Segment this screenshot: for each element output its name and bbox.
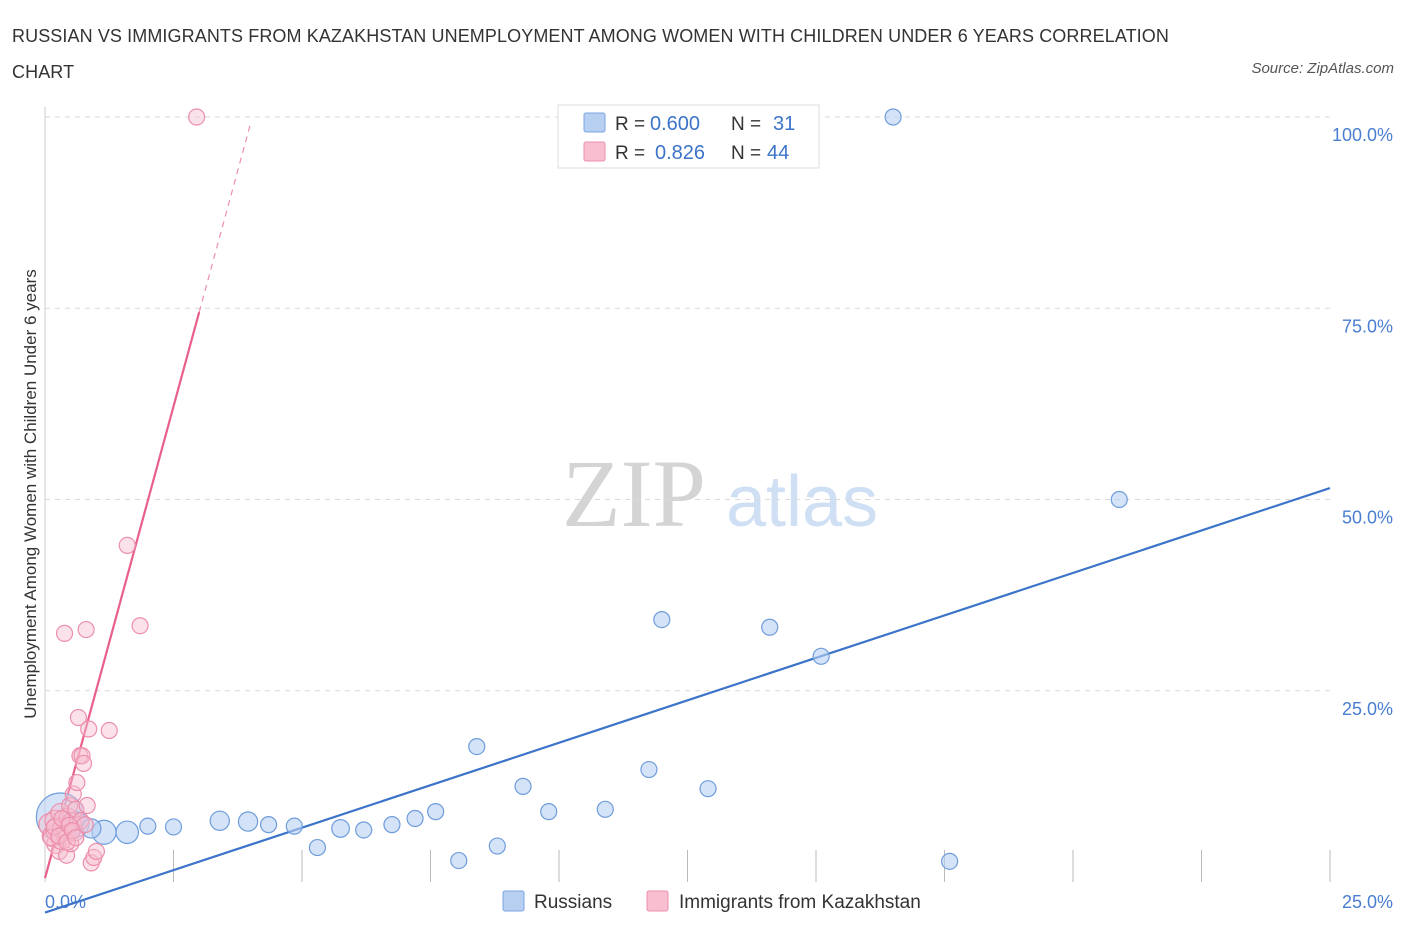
legend-label-russians: Russians <box>534 892 612 913</box>
stats-n-value-2: 44 <box>767 142 789 164</box>
point-kazakhstan <box>69 708 88 727</box>
y-tick-label: 50.0% <box>1342 508 1393 528</box>
point-kazakhstan <box>55 624 74 642</box>
point-russians <box>450 851 468 870</box>
point-russians <box>115 820 140 845</box>
point-russians <box>355 821 373 839</box>
point-russians <box>540 803 558 821</box>
legend-swatch-russians <box>502 890 525 912</box>
point-kazakhstan <box>100 721 118 740</box>
point-russians <box>812 647 830 665</box>
point-russians <box>514 777 532 795</box>
stats-r-value-1: 0.600 <box>650 113 700 135</box>
stats-r-label-1: R = <box>615 114 645 135</box>
point-russians <box>406 809 424 828</box>
point-russians <box>139 817 157 835</box>
point-russians <box>1110 490 1128 509</box>
point-russians <box>488 837 506 855</box>
x-tick-label: 0.0% <box>45 892 86 912</box>
point-kazakhstan <box>74 754 93 773</box>
point-kazakhstan <box>131 617 149 635</box>
chart-title: RUSSIAN VS IMMIGRANTS FROM KAZAKHSTAN UN… <box>12 26 1169 82</box>
point-kazakhstan <box>78 796 96 815</box>
point-russians <box>285 817 303 835</box>
point-russians <box>383 816 401 834</box>
point-kazakhstan <box>53 809 71 828</box>
point-russians <box>237 811 259 832</box>
point-russians <box>884 108 902 126</box>
point-russians <box>308 838 327 857</box>
x-tick-label: 25.0% <box>1342 892 1393 912</box>
y-tick-label: 100.0% <box>1332 125 1393 145</box>
point-kazakhstan <box>77 620 95 639</box>
gridlines <box>45 116 1330 692</box>
point-kazakhstan <box>118 536 136 555</box>
point-kazakhstan <box>68 773 86 792</box>
point-russians <box>331 819 350 838</box>
point-russians <box>653 611 671 629</box>
stats-n-label-1: N = <box>731 114 761 135</box>
y-tick-label: 25.0% <box>1342 699 1393 719</box>
point-russians <box>761 618 779 636</box>
stats-box: R = 0.600 N = 31 R = 0.826 N = 44 <box>557 104 820 169</box>
watermark-atlas: atlas <box>726 462 878 542</box>
y-tick-label: 75.0% <box>1342 316 1393 336</box>
stats-n-value-1: 31 <box>773 113 795 135</box>
point-kazakhstan <box>188 108 206 126</box>
point-russians <box>427 803 445 821</box>
point-russians <box>164 818 183 836</box>
point-russians <box>259 816 278 834</box>
point-russians <box>640 760 658 779</box>
legend-label-kazakhstan: Immigrants from Kazakhstan <box>679 892 921 913</box>
point-russians <box>699 780 717 798</box>
stats-r-value-2: 0.826 <box>655 142 705 164</box>
source-label: Source: ZipAtlas.com <box>1251 60 1394 77</box>
y-axis-label: Unemployment Among Women with Children U… <box>21 269 40 718</box>
point-kazakhstan <box>87 842 106 861</box>
trend-line-kazakhstan-extension <box>198 123 252 313</box>
trend-line-kazakhstan <box>43 311 201 879</box>
point-kazakhstan <box>80 720 98 738</box>
axes: 25.0% 50.0% 75.0% 100.0% 0.0% 25.0% <box>44 107 1393 912</box>
legend: Russians Immigrants from Kazakhstan <box>502 890 921 913</box>
data-points <box>35 108 1128 872</box>
stats-n-label-2: N = <box>731 143 761 164</box>
trend-lines <box>43 123 1331 914</box>
stats-swatch-russians <box>583 112 606 133</box>
stats-swatch-kazakhstan <box>583 141 606 162</box>
point-russians <box>468 737 486 756</box>
stats-r-label-2: R = <box>615 143 645 164</box>
point-russians <box>596 800 614 818</box>
point-kazakhstan <box>67 829 85 847</box>
legend-swatch-kazakhstan <box>646 890 669 912</box>
point-russians <box>209 810 230 832</box>
watermark-zip: ZIP <box>562 440 706 547</box>
point-russians <box>941 852 959 870</box>
trend-line-russians <box>44 486 1331 914</box>
